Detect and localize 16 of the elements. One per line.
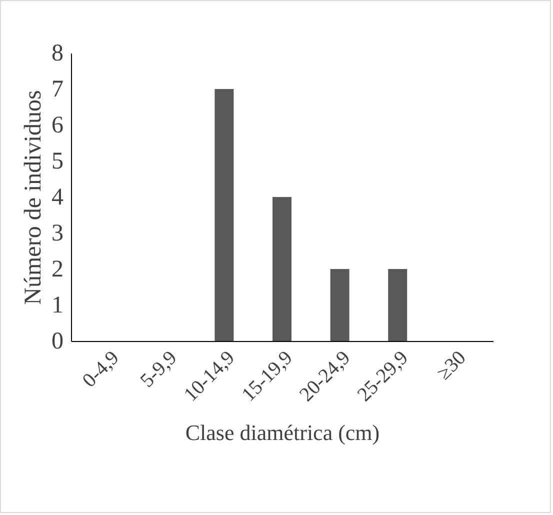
y-tick-label: 7 (52, 76, 64, 102)
x-tick-label: ≥30 (432, 346, 470, 384)
y-tick-label: 0 (52, 328, 64, 354)
bar (272, 197, 292, 341)
x-axis-title: Clase diamétrica (cm) (185, 420, 380, 446)
y-tick-label: 1 (52, 292, 64, 318)
y-axis-title: Número de individuos (20, 90, 46, 305)
y-tick-label: 5 (52, 148, 64, 174)
y-tick-label: 4 (52, 184, 64, 210)
y-tick-label: 3 (52, 220, 64, 246)
y-tick-label: 8 (52, 40, 64, 66)
y-tick-label: 2 (52, 256, 64, 282)
bar (330, 269, 350, 341)
bar (388, 269, 408, 341)
y-tick-label: 6 (52, 112, 64, 138)
bar (214, 89, 234, 341)
